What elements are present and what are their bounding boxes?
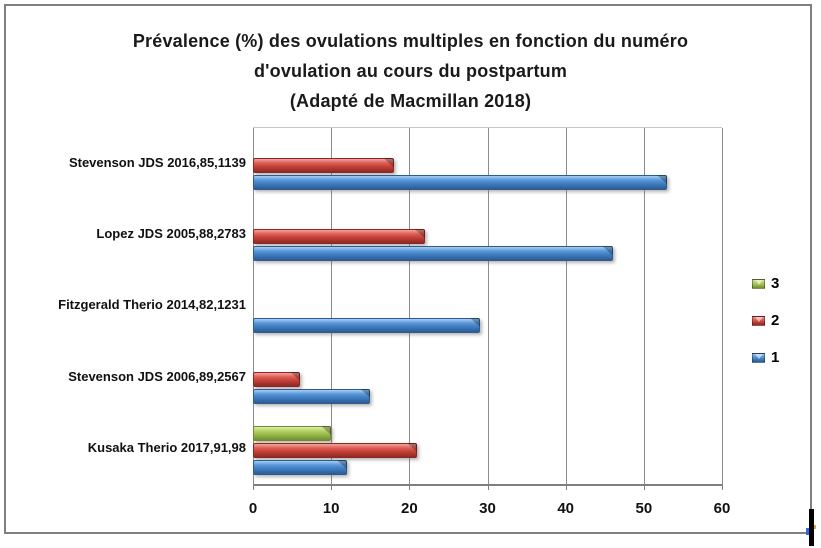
- legend-marker-icon: [752, 315, 765, 326]
- gridline-50: [643, 128, 645, 484]
- category-label: Fitzgerald Therio 2014,82,1231: [58, 297, 246, 313]
- gridline-10: [331, 128, 333, 484]
- x-axis-label: 0: [248, 500, 258, 517]
- bar-series-1: [253, 388, 371, 404]
- legend-marker-icon: [752, 278, 765, 289]
- bar-group: [253, 270, 722, 341]
- chart-title-line-2: d'ovulation au cours du postpartum: [253, 61, 568, 81]
- legend-entry-3: 3: [752, 275, 780, 292]
- bar-series-2: [253, 371, 300, 387]
- legend: 3 2 1: [752, 275, 780, 366]
- gridline-60: [722, 128, 723, 484]
- axis-tick-50: [643, 484, 645, 490]
- text-cursor-artifact: [806, 509, 816, 546]
- category-label: Stevenson JDS 2016,85,1139: [68, 155, 246, 171]
- gridline-0: [253, 128, 254, 484]
- bar-series-1: [253, 246, 613, 262]
- bar-series-1: [253, 459, 347, 475]
- bar-group: [253, 199, 722, 270]
- legend-entry-2: 2: [752, 312, 780, 329]
- gridline-20: [409, 128, 411, 484]
- cursor-orange-mark: [814, 525, 816, 529]
- bar-group: [253, 342, 722, 413]
- x-axis-label: 10: [322, 500, 340, 517]
- axis-tick-40: [565, 484, 567, 490]
- gridline-40: [565, 128, 567, 484]
- chart-title-line-3: (Adapté de Macmillan 2018): [289, 91, 532, 111]
- category-label: Kusaka Therio 2017,91,98: [87, 439, 246, 455]
- legend-label: 3: [771, 275, 780, 292]
- axis-tick-60: [722, 484, 723, 490]
- legend-entry-1: 1: [752, 349, 780, 366]
- bar-series-3: [253, 425, 332, 441]
- axis-tick-20: [409, 484, 411, 490]
- gridline-30: [487, 128, 489, 484]
- x-axis-label: 60: [713, 500, 731, 517]
- axis-tick-10: [331, 484, 333, 490]
- bar-series-2: [253, 158, 394, 174]
- category-label: Lopez JDS 2005,88,2783: [96, 226, 246, 242]
- x-axis-label: 40: [557, 500, 574, 517]
- bar-series-1: [253, 317, 480, 333]
- legend-label: 2: [771, 312, 780, 329]
- bar-series-2: [253, 442, 418, 458]
- bar-series-1: [253, 175, 668, 191]
- plot-area: [253, 127, 723, 486]
- x-axis-label: 50: [635, 500, 653, 517]
- cursor-blue-mark: [806, 528, 809, 535]
- chart-title: Prévalence (%) des ovulations multiples …: [40, 26, 781, 116]
- x-axis-label: 20: [400, 500, 418, 517]
- axis-tick-30: [487, 484, 489, 490]
- legend-marker-icon: [752, 352, 765, 363]
- axis-tick-0: [253, 484, 254, 490]
- bar-group: [253, 413, 722, 484]
- bar-series-2: [253, 229, 425, 245]
- chart-title-line-1: Prévalence (%) des ovulations multiples …: [132, 31, 689, 51]
- legend-label: 1: [771, 349, 780, 366]
- bar-group: [253, 128, 722, 199]
- x-axis-label: 30: [479, 500, 496, 517]
- category-label: Stevenson JDS 2006,89,2567: [68, 368, 246, 384]
